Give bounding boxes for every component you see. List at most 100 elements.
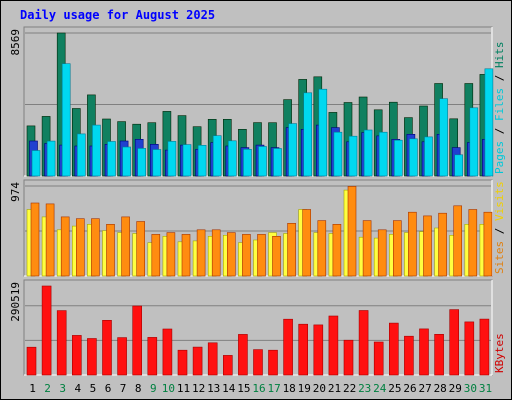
bar-mid-sites-day-8 (136, 221, 145, 277)
bar-mid-sites-day-21 (332, 224, 342, 277)
bar-mid-sites-day-1 (30, 202, 40, 277)
panel-top-legend-part-0: Pages (493, 141, 506, 174)
bar-mid-sites-day-9 (151, 234, 161, 277)
bar-top-pages-day-25 (393, 139, 403, 177)
bar-top-pages-day-1 (31, 150, 41, 177)
bar-bot-kbytes-day-3 (56, 310, 67, 376)
x-tick-label-day-31: 31 (479, 382, 492, 395)
bar-mid-sites-day-26 (408, 211, 417, 277)
bar-mid-sites-day-23 (362, 220, 372, 277)
bar-bot-kbytes-day-17 (268, 349, 278, 376)
bar-mid-sites-day-4 (76, 218, 85, 277)
panel-mid-legend: Sites / Visits (493, 181, 506, 274)
x-tick-label-day-28: 28 (434, 382, 447, 395)
bar-top-pages-day-17 (273, 148, 282, 177)
bar-mid-sites-day-18 (287, 223, 296, 277)
bar-top-pages-day-5 (92, 124, 101, 177)
x-tick-label-day-30: 30 (464, 382, 477, 395)
panel-bot-max-label: 290519 (9, 282, 22, 322)
x-tick-label-day-15: 15 (237, 382, 250, 395)
bar-mid-sites-day-10 (166, 232, 176, 277)
bar-top-pages-day-28 (439, 98, 448, 177)
bar-bot-kbytes-day-4 (72, 335, 82, 376)
bar-mid-sites-day-15 (242, 234, 251, 277)
x-tick-label-day-27: 27 (418, 382, 431, 395)
bar-bot-kbytes-day-29 (449, 309, 460, 376)
bar-bot-kbytes-day-10 (162, 328, 173, 376)
bar-bot-kbytes-day-23 (358, 310, 369, 376)
panel-top-legend-part-1: / (493, 121, 506, 141)
bar-mid-sites-day-17 (272, 236, 281, 277)
bar-bot-kbytes-day-30 (464, 321, 475, 376)
panel-top-legend-part-3: / (493, 68, 506, 88)
bar-bot-kbytes-day-27 (419, 328, 429, 376)
bar-top-pages-day-22 (348, 135, 358, 177)
bar-top-pages-day-16 (258, 146, 267, 177)
bar-top-pages-day-31 (484, 68, 494, 177)
x-tick-label-day-10: 10 (162, 382, 175, 395)
bar-top-pages-day-3 (61, 63, 71, 177)
bar-mid-sites-day-25 (392, 220, 402, 277)
bar-top-pages-day-30 (469, 107, 479, 177)
panel-mid-max-label: 974 (9, 182, 22, 202)
panel-mid-legend-part-2: Visits (493, 181, 506, 221)
bar-bot-kbytes-day-13 (207, 342, 218, 376)
bar-top-pages-day-13 (212, 135, 222, 177)
bar-bot-kbytes-day-8 (132, 305, 142, 376)
bar-mid-sites-day-3 (60, 216, 70, 277)
bar-top-pages-day-10 (167, 141, 177, 177)
bar-mid-sites-day-6 (106, 224, 115, 277)
panel-bot-legend: KBytes (493, 333, 506, 373)
bar-top-pages-day-11 (182, 144, 192, 177)
x-tick-label-day-25: 25 (388, 382, 401, 395)
bar-bot-kbytes-day-21 (328, 315, 339, 376)
bar-top-pages-day-23 (363, 129, 373, 177)
x-tick-label-day-9: 9 (150, 382, 157, 395)
x-tick-label-day-4: 4 (74, 382, 81, 395)
bar-top-pages-day-20 (318, 88, 328, 177)
panel-bot-legend-part-0: KBytes (493, 333, 506, 373)
x-tick-label-day-8: 8 (135, 382, 142, 395)
bar-mid-sites-day-11 (181, 234, 191, 277)
bar-top-pages-day-27 (424, 136, 433, 177)
x-tick-label-day-26: 26 (403, 382, 416, 395)
bar-bot-kbytes-day-16 (253, 349, 263, 376)
bar-top-pages-day-15 (243, 149, 252, 177)
bar-bot-kbytes-day-28 (434, 333, 444, 376)
bar-bot-kbytes-day-20 (313, 324, 324, 376)
bar-mid-sites-day-22 (347, 186, 357, 277)
bar-bot-kbytes-day-26 (404, 335, 414, 376)
bar-top-pages-day-9 (152, 149, 162, 177)
bar-mid-sites-day-13 (211, 229, 221, 277)
x-tick-label-day-2: 2 (44, 382, 51, 395)
bar-mid-sites-day-29 (453, 205, 463, 277)
bar-mid-sites-day-30 (468, 209, 478, 277)
panel-mid-legend-part-1: / (493, 221, 506, 241)
x-tick-label-day-20: 20 (313, 382, 326, 395)
panel-top-legend-part-4: Hits (493, 42, 506, 69)
bar-mid-sites-day-12 (196, 229, 206, 277)
bar-bot-kbytes-day-22 (343, 339, 354, 376)
x-tick-label-day-3: 3 (59, 382, 66, 395)
bar-mid-sites-day-19 (302, 209, 312, 277)
bar-mid-sites-day-31 (483, 211, 493, 277)
x-tick-label-day-1: 1 (29, 382, 36, 395)
bar-top-pages-day-26 (409, 138, 418, 177)
bar-top-pages-day-24 (378, 131, 388, 177)
bar-bot-kbytes-day-18 (283, 318, 293, 376)
x-tick-label-day-12: 12 (192, 382, 205, 395)
x-tick-label-day-13: 13 (207, 382, 220, 395)
panel-top-legend-part-2: Files (493, 88, 506, 121)
x-tick-label-day-22: 22 (343, 382, 356, 395)
bar-mid-sites-day-27 (423, 215, 432, 277)
bar-bot-kbytes-day-5 (87, 338, 97, 376)
panel-top-legend: Pages / Files / Hits (493, 42, 506, 175)
bar-mid-sites-day-28 (438, 212, 447, 277)
panel-mid-legend-part-0: Sites (493, 241, 506, 274)
bar-mid-sites-day-24 (377, 229, 387, 277)
bar-top-pages-day-2 (46, 140, 56, 177)
bar-mid-sites-day-5 (91, 218, 100, 277)
bar-top-pages-day-4 (77, 133, 86, 177)
x-tick-label-day-17: 17 (267, 382, 280, 395)
x-tick-label-day-18: 18 (283, 382, 296, 395)
